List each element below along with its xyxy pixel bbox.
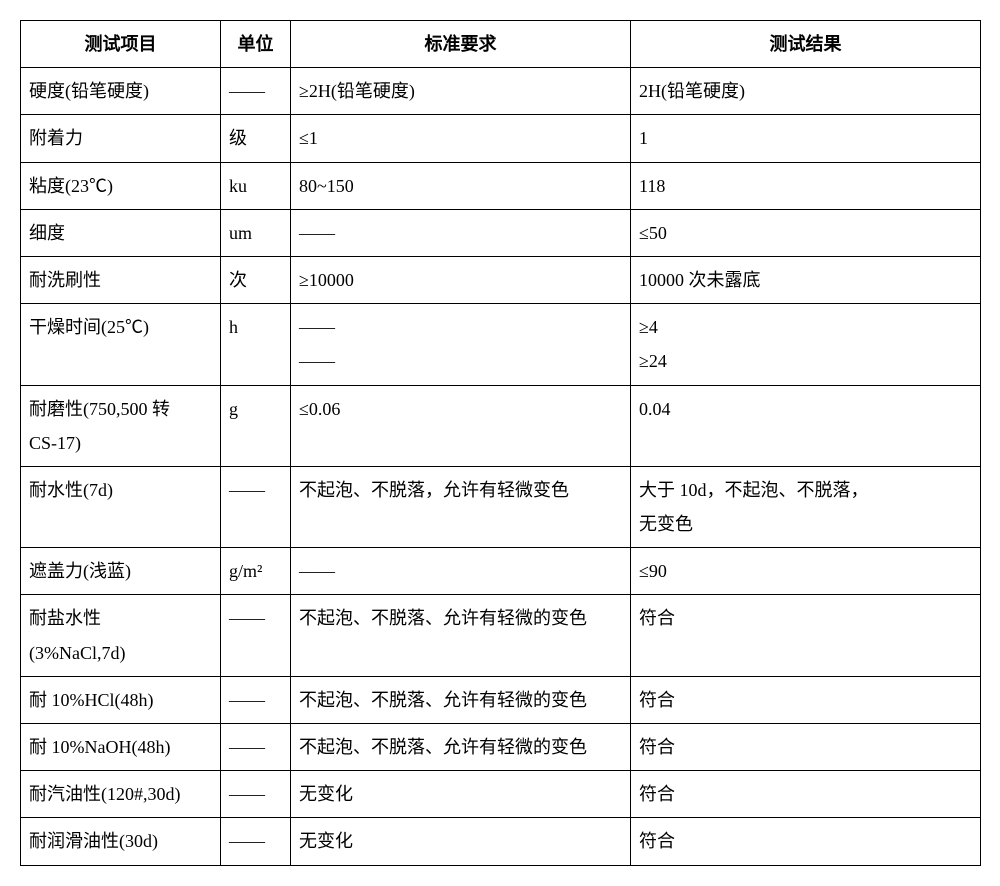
cell-unit: —— — [221, 466, 291, 547]
cell-unit: um — [221, 209, 291, 256]
col-header-unit: 单位 — [221, 21, 291, 68]
table-body: 硬度(铅笔硬度) —— ≥2H(铅笔硬度) 2H(铅笔硬度) 附着力 级 ≤1 … — [21, 68, 981, 865]
cell-item: 硬度(铅笔硬度) — [21, 68, 221, 115]
cell-std: 80~150 — [291, 162, 631, 209]
cell-std: —— — [291, 548, 631, 595]
table-row: 耐 10%NaOH(48h) —— 不起泡、不脱落、允许有轻微的变色 符合 — [21, 724, 981, 771]
cell-unit: 次 — [221, 256, 291, 303]
table-row: 遮盖力(浅蓝) g/m² —— ≤90 — [21, 548, 981, 595]
cell-res: 符合 — [631, 724, 981, 771]
table-row: 耐润滑油性(30d) —— 无变化 符合 — [21, 818, 981, 865]
table-row: 附着力 级 ≤1 1 — [21, 115, 981, 162]
table-row: 耐洗刷性 次 ≥10000 10000 次未露底 — [21, 256, 981, 303]
col-header-res: 测试结果 — [631, 21, 981, 68]
cell-item: 耐汽油性(120#,30d) — [21, 771, 221, 818]
cell-res: 118 — [631, 162, 981, 209]
cell-res: 符合 — [631, 771, 981, 818]
cell-item: 附着力 — [21, 115, 221, 162]
table-row: 硬度(铅笔硬度) —— ≥2H(铅笔硬度) 2H(铅笔硬度) — [21, 68, 981, 115]
table-row: 耐汽油性(120#,30d) —— 无变化 符合 — [21, 771, 981, 818]
cell-unit: —— — [221, 595, 291, 676]
cell-res: 大于 10d，不起泡、不脱落， 无变色 — [631, 466, 981, 547]
col-header-item: 测试项目 — [21, 21, 221, 68]
cell-unit: —— — [221, 676, 291, 723]
cell-std: —— —— — [291, 304, 631, 385]
cell-std: ≥2H(铅笔硬度) — [291, 68, 631, 115]
cell-item: 耐 10%HCl(48h) — [21, 676, 221, 723]
cell-unit: ku — [221, 162, 291, 209]
cell-res: ≥4 ≥24 — [631, 304, 981, 385]
cell-item: 耐 10%NaOH(48h) — [21, 724, 221, 771]
cell-item: 耐润滑油性(30d) — [21, 818, 221, 865]
spec-table: 测试项目 单位 标准要求 测试结果 硬度(铅笔硬度) —— ≥2H(铅笔硬度) … — [20, 20, 981, 866]
cell-item: 耐水性(7d) — [21, 466, 221, 547]
cell-res: 1 — [631, 115, 981, 162]
cell-unit: —— — [221, 818, 291, 865]
cell-unit: 级 — [221, 115, 291, 162]
cell-res: 符合 — [631, 676, 981, 723]
cell-std: 无变化 — [291, 771, 631, 818]
table-row: 耐磨性(750,500 转 CS-17) g ≤0.06 0.04 — [21, 385, 981, 466]
table-row: 干燥时间(25℃) h —— —— ≥4 ≥24 — [21, 304, 981, 385]
cell-item: 耐磨性(750,500 转 CS-17) — [21, 385, 221, 466]
table-row: 耐 10%HCl(48h) —— 不起泡、不脱落、允许有轻微的变色 符合 — [21, 676, 981, 723]
cell-res: 0.04 — [631, 385, 981, 466]
cell-unit: g — [221, 385, 291, 466]
cell-res: 符合 — [631, 818, 981, 865]
cell-item: 耐盐水性 (3%NaCl,7d) — [21, 595, 221, 676]
cell-std: 无变化 — [291, 818, 631, 865]
cell-res: ≤90 — [631, 548, 981, 595]
cell-std: ≤0.06 — [291, 385, 631, 466]
table-header-row: 测试项目 单位 标准要求 测试结果 — [21, 21, 981, 68]
cell-item: 干燥时间(25℃) — [21, 304, 221, 385]
cell-item: 耐洗刷性 — [21, 256, 221, 303]
cell-unit: —— — [221, 68, 291, 115]
cell-std: 不起泡、不脱落，允许有轻微变色 — [291, 466, 631, 547]
col-header-std: 标准要求 — [291, 21, 631, 68]
cell-item: 粘度(23℃) — [21, 162, 221, 209]
cell-res: 10000 次未露底 — [631, 256, 981, 303]
cell-unit: g/m² — [221, 548, 291, 595]
cell-unit: h — [221, 304, 291, 385]
cell-std: —— — [291, 209, 631, 256]
table-row: 耐盐水性 (3%NaCl,7d) —— 不起泡、不脱落、允许有轻微的变色 符合 — [21, 595, 981, 676]
table-row: 耐水性(7d) —— 不起泡、不脱落，允许有轻微变色 大于 10d，不起泡、不脱… — [21, 466, 981, 547]
cell-res: 符合 — [631, 595, 981, 676]
cell-res: 2H(铅笔硬度) — [631, 68, 981, 115]
cell-std: 不起泡、不脱落、允许有轻微的变色 — [291, 724, 631, 771]
cell-item: 细度 — [21, 209, 221, 256]
cell-unit: —— — [221, 724, 291, 771]
cell-std: 不起泡、不脱落、允许有轻微的变色 — [291, 595, 631, 676]
table-row: 细度 um —— ≤50 — [21, 209, 981, 256]
cell-std: ≤1 — [291, 115, 631, 162]
cell-item: 遮盖力(浅蓝) — [21, 548, 221, 595]
cell-res: ≤50 — [631, 209, 981, 256]
cell-unit: —— — [221, 771, 291, 818]
cell-std: ≥10000 — [291, 256, 631, 303]
cell-std: 不起泡、不脱落、允许有轻微的变色 — [291, 676, 631, 723]
table-row: 粘度(23℃) ku 80~150 118 — [21, 162, 981, 209]
